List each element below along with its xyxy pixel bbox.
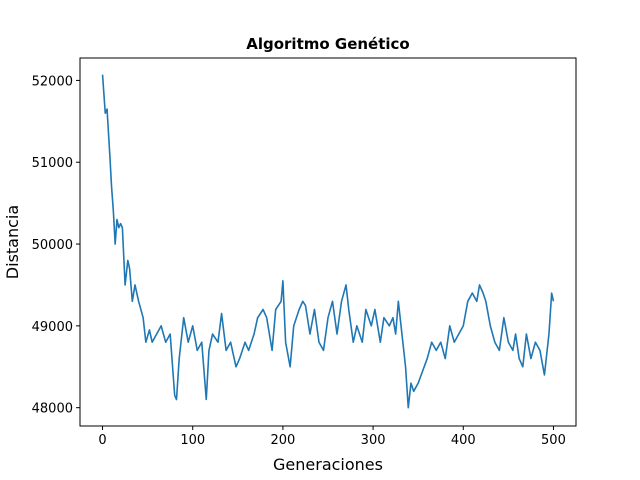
x-tick-label: 300 [361,433,386,448]
y-tick-label: 51000 [32,156,73,171]
y-tick-label: 48000 [32,402,73,417]
x-tick-label: 500 [541,433,566,448]
x-tick-label: 400 [451,433,476,448]
x-tick-label: 200 [270,433,295,448]
x-axis-label: Generaciones [273,455,383,474]
y-tick-label: 52000 [32,74,73,89]
x-tick-label: 0 [98,433,106,448]
plot-frame [79,57,577,427]
y-tick-label: 50000 [32,238,73,253]
chart-title: Algoritmo Genético [246,35,410,53]
y-axis-label: Distancia [3,205,22,279]
y-tick-label: 49000 [32,320,73,335]
x-tick-label: 100 [180,433,205,448]
data-line [101,74,555,409]
